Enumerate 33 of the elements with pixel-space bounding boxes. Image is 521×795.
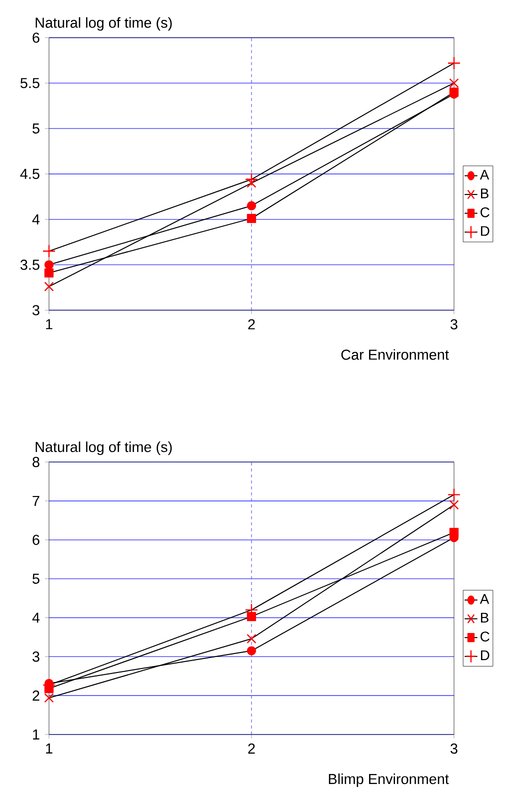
legend-label: B bbox=[481, 612, 488, 622]
x-axis-title: Blimp Environment bbox=[328, 774, 449, 787]
y-tick-label: 4 bbox=[32, 612, 40, 623]
y-tick-label: 7 bbox=[32, 496, 40, 506]
legend-label: B bbox=[481, 188, 488, 198]
y-tick-label: 6 bbox=[32, 32, 40, 43]
y-tick-label: 3 bbox=[32, 305, 40, 316]
x-tick-label: 2 bbox=[248, 743, 255, 754]
y-tick-label: 2 bbox=[32, 690, 40, 701]
y-tick-label: 8 bbox=[32, 456, 40, 468]
y-tick-label: 5 bbox=[32, 123, 40, 134]
legend-label: D bbox=[481, 650, 490, 660]
x-axis-title: Car Environment bbox=[341, 349, 449, 360]
x-tick-label: 3 bbox=[450, 319, 458, 330]
y-tick-label: 3.5 bbox=[20, 260, 40, 270]
x-tick-label: 2 bbox=[248, 319, 255, 330]
y-axis-title: Natural log of time (s) bbox=[36, 17, 172, 31]
y-axis-title: Natural log of time (s) bbox=[36, 442, 172, 455]
x-tick-label: 1 bbox=[46, 744, 52, 754]
x-tick-label: 1 bbox=[46, 319, 52, 330]
y-tick-label: 5.5 bbox=[20, 78, 40, 88]
legend-label: D bbox=[481, 226, 490, 236]
y-tick-label: 5 bbox=[32, 574, 40, 584]
legend-label: C bbox=[480, 632, 490, 642]
y-tick-label: 4 bbox=[32, 214, 40, 224]
y-tick-label: 4.5 bbox=[20, 168, 40, 179]
y-tick-label: 3 bbox=[32, 652, 40, 662]
x-tick-label: 3 bbox=[450, 743, 458, 754]
legend-label: A bbox=[480, 170, 490, 180]
y-tick-label: 1 bbox=[33, 730, 40, 740]
legend-label: A bbox=[480, 594, 490, 604]
legend-label: C bbox=[480, 207, 490, 218]
y-tick-label: 6 bbox=[32, 534, 40, 545]
